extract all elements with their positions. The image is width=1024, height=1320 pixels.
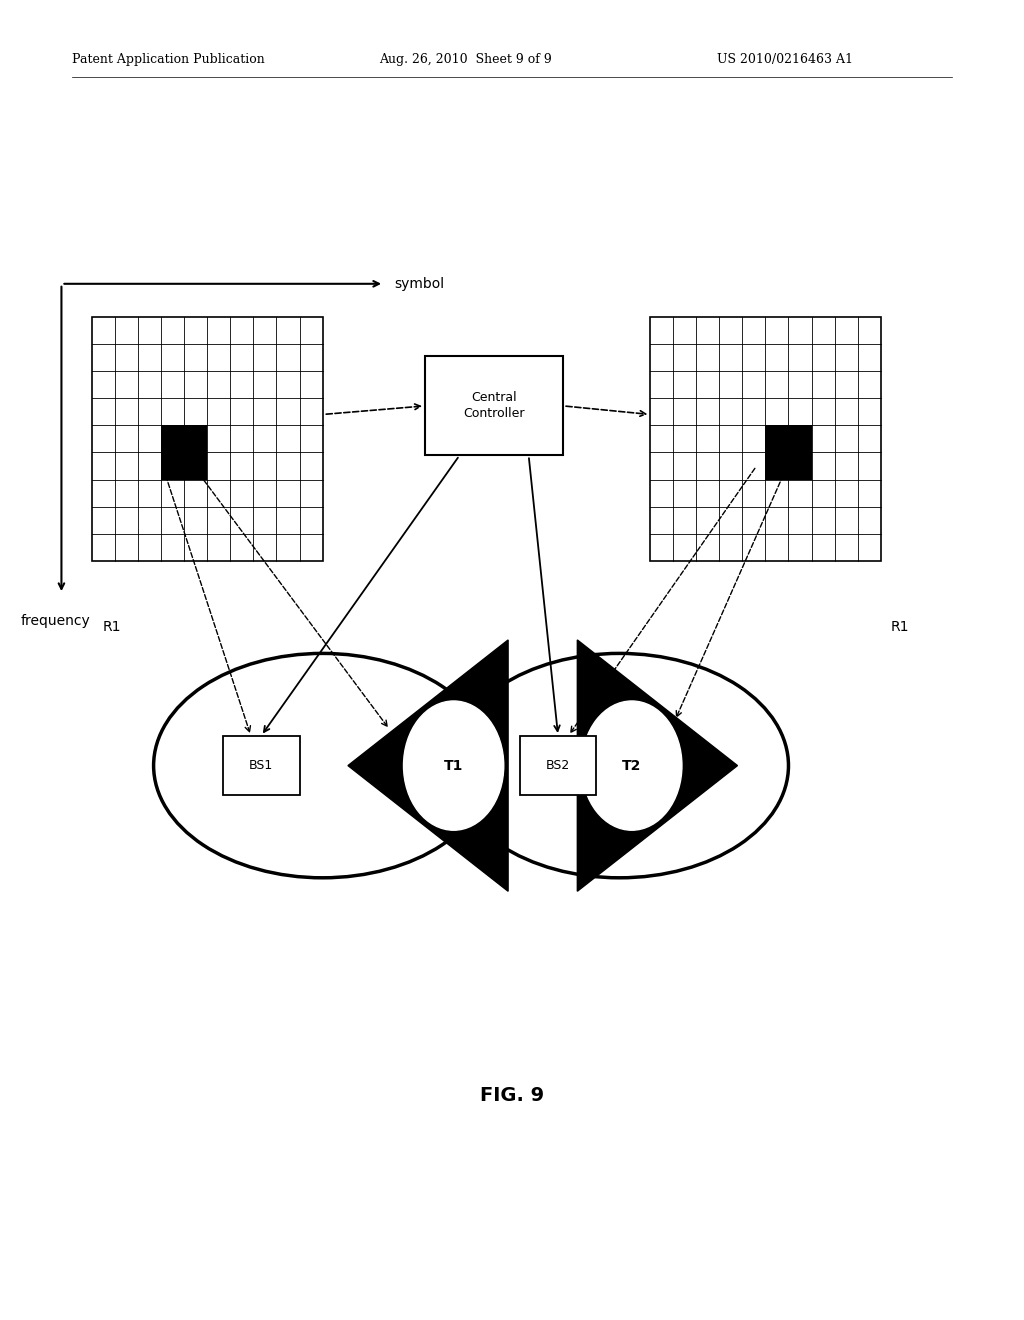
Text: T2: T2 bbox=[623, 759, 641, 772]
Bar bbox=[162, 425, 207, 479]
Text: Central
Controller: Central Controller bbox=[463, 392, 525, 420]
Circle shape bbox=[403, 701, 504, 830]
Text: BS1: BS1 bbox=[249, 759, 273, 772]
Bar bbox=[223, 737, 299, 795]
Text: Patent Application Publication: Patent Application Publication bbox=[72, 53, 264, 66]
Circle shape bbox=[582, 701, 682, 830]
Text: frequency: frequency bbox=[20, 614, 90, 628]
Bar bbox=[520, 737, 596, 795]
Text: R1: R1 bbox=[891, 620, 909, 635]
Text: R1: R1 bbox=[102, 620, 121, 635]
Text: T1: T1 bbox=[444, 759, 463, 772]
Polygon shape bbox=[578, 640, 737, 891]
Bar bbox=[425, 356, 563, 455]
Polygon shape bbox=[348, 640, 508, 891]
Text: Aug. 26, 2010  Sheet 9 of 9: Aug. 26, 2010 Sheet 9 of 9 bbox=[379, 53, 552, 66]
Bar bbox=[92, 317, 323, 561]
Text: US 2010/0216463 A1: US 2010/0216463 A1 bbox=[717, 53, 853, 66]
Text: BS2: BS2 bbox=[546, 759, 570, 772]
Text: symbol: symbol bbox=[394, 277, 444, 290]
Bar bbox=[650, 317, 881, 561]
Bar bbox=[766, 425, 812, 479]
Text: FIG. 9: FIG. 9 bbox=[480, 1086, 544, 1105]
